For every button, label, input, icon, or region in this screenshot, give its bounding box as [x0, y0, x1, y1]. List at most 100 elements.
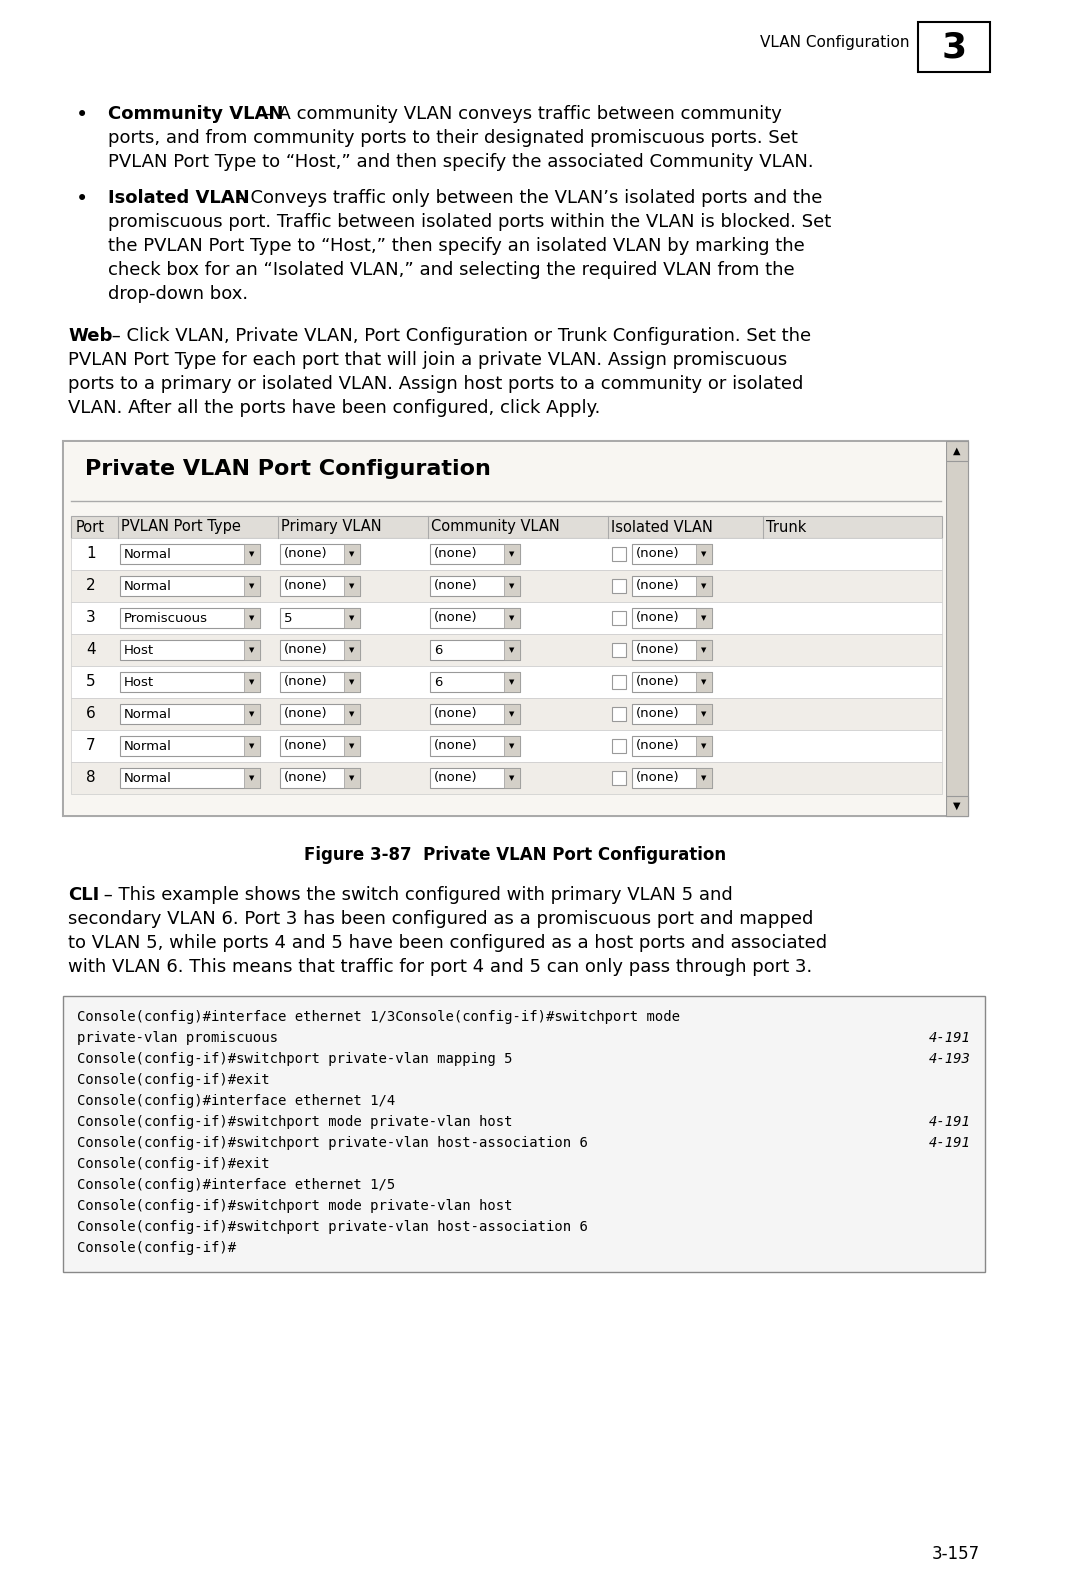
Text: ▼: ▼ [349, 551, 354, 557]
Text: ▼: ▼ [349, 582, 354, 589]
FancyBboxPatch shape [345, 672, 360, 692]
Text: Normal: Normal [124, 548, 172, 560]
FancyBboxPatch shape [696, 736, 712, 757]
FancyBboxPatch shape [280, 703, 360, 724]
Text: ports, and from community ports to their designated promiscuous ports. Set: ports, and from community ports to their… [108, 129, 798, 148]
Text: (none): (none) [284, 644, 327, 656]
Text: 5: 5 [86, 675, 96, 689]
FancyBboxPatch shape [430, 672, 519, 692]
FancyBboxPatch shape [612, 706, 626, 721]
FancyBboxPatch shape [430, 576, 519, 597]
Text: Primary VLAN: Primary VLAN [281, 520, 381, 534]
FancyBboxPatch shape [612, 675, 626, 689]
Text: ports to a primary or isolated VLAN. Assign host ports to a community or isolate: ports to a primary or isolated VLAN. Ass… [68, 375, 804, 392]
Text: (none): (none) [284, 708, 327, 721]
Text: ▼: ▼ [249, 776, 255, 780]
Text: Console(config)#interface ethernet 1/3Console(config-if)#switchport mode: Console(config)#interface ethernet 1/3Co… [77, 1010, 680, 1024]
FancyBboxPatch shape [280, 576, 360, 597]
Text: (none): (none) [434, 708, 477, 721]
Text: Isolated VLAN: Isolated VLAN [611, 520, 713, 534]
FancyBboxPatch shape [345, 768, 360, 788]
Text: Private VLAN Port Configuration: Private VLAN Port Configuration [85, 458, 491, 479]
Text: Host: Host [124, 644, 154, 656]
Text: Console(config-if)#exit: Console(config-if)#exit [77, 1157, 270, 1171]
Text: ▼: ▼ [510, 582, 515, 589]
Text: ▼: ▼ [701, 647, 706, 653]
Text: (none): (none) [636, 771, 679, 785]
FancyBboxPatch shape [504, 641, 519, 659]
FancyBboxPatch shape [632, 736, 712, 757]
Text: ▼: ▼ [349, 743, 354, 749]
Text: 3-157: 3-157 [932, 1545, 980, 1564]
Text: 4-191: 4-191 [929, 1137, 971, 1149]
FancyBboxPatch shape [280, 543, 360, 564]
Text: 4-193: 4-193 [929, 1052, 971, 1066]
FancyBboxPatch shape [430, 608, 519, 628]
FancyBboxPatch shape [918, 22, 990, 72]
Text: Port: Port [76, 520, 105, 534]
Text: Promiscuous: Promiscuous [124, 611, 208, 625]
FancyBboxPatch shape [345, 736, 360, 757]
Text: ▲: ▲ [954, 446, 961, 455]
FancyBboxPatch shape [71, 730, 942, 761]
FancyBboxPatch shape [120, 543, 260, 564]
Text: – A community VLAN conveys traffic between community: – A community VLAN conveys traffic betwe… [258, 105, 782, 122]
FancyBboxPatch shape [280, 641, 360, 659]
Text: ▼: ▼ [701, 615, 706, 622]
Text: ▼: ▼ [249, 743, 255, 749]
Text: with VLAN 6. This means that traffic for port 4 and 5 can only pass through port: with VLAN 6. This means that traffic for… [68, 958, 812, 977]
FancyBboxPatch shape [244, 672, 260, 692]
FancyBboxPatch shape [120, 576, 260, 597]
FancyBboxPatch shape [612, 771, 626, 785]
Text: (none): (none) [284, 739, 327, 752]
Text: ▼: ▼ [249, 678, 255, 685]
Text: 3: 3 [942, 30, 967, 64]
FancyBboxPatch shape [696, 543, 712, 564]
FancyBboxPatch shape [244, 608, 260, 628]
FancyBboxPatch shape [946, 441, 968, 816]
FancyBboxPatch shape [612, 579, 626, 593]
FancyBboxPatch shape [696, 768, 712, 788]
FancyBboxPatch shape [244, 576, 260, 597]
FancyBboxPatch shape [504, 672, 519, 692]
FancyBboxPatch shape [71, 601, 942, 634]
Text: Community VLAN: Community VLAN [108, 105, 283, 122]
Text: Normal: Normal [124, 708, 172, 721]
Text: ▼: ▼ [701, 551, 706, 557]
FancyBboxPatch shape [632, 641, 712, 659]
Text: Host: Host [124, 675, 154, 689]
Text: ▼: ▼ [349, 711, 354, 717]
FancyBboxPatch shape [430, 703, 519, 724]
FancyBboxPatch shape [280, 736, 360, 757]
Text: ▼: ▼ [249, 647, 255, 653]
FancyBboxPatch shape [696, 703, 712, 724]
Text: ▼: ▼ [701, 582, 706, 589]
Text: 7: 7 [86, 738, 96, 754]
FancyBboxPatch shape [244, 543, 260, 564]
Text: ▼: ▼ [701, 776, 706, 780]
Text: – Click VLAN, Private VLAN, Port Configuration or Trunk Configuration. Set the: – Click VLAN, Private VLAN, Port Configu… [106, 327, 811, 345]
Text: ▼: ▼ [249, 711, 255, 717]
Text: 6: 6 [434, 675, 443, 689]
Text: (none): (none) [434, 548, 477, 560]
Text: Normal: Normal [124, 771, 172, 785]
Text: the PVLAN Port Type to “Host,” then specify an isolated VLAN by marking the: the PVLAN Port Type to “Host,” then spec… [108, 237, 805, 254]
Text: ▼: ▼ [349, 678, 354, 685]
FancyBboxPatch shape [612, 644, 626, 656]
Text: Console(config-if)#switchport private-vlan mapping 5: Console(config-if)#switchport private-vl… [77, 1052, 513, 1066]
Text: Console(config)#interface ethernet 1/4: Console(config)#interface ethernet 1/4 [77, 1094, 395, 1108]
Text: (none): (none) [284, 675, 327, 689]
FancyBboxPatch shape [63, 441, 968, 816]
FancyBboxPatch shape [946, 441, 968, 462]
FancyBboxPatch shape [504, 543, 519, 564]
Text: (none): (none) [434, 611, 477, 625]
Text: 8: 8 [86, 771, 96, 785]
FancyBboxPatch shape [244, 736, 260, 757]
Text: Community VLAN: Community VLAN [431, 520, 559, 534]
Text: ▼: ▼ [954, 801, 961, 812]
Text: •: • [76, 105, 89, 126]
Text: promiscuous port. Traffic between isolated ports within the VLAN is blocked. Set: promiscuous port. Traffic between isolat… [108, 214, 832, 231]
Text: PVLAN Port Type to “Host,” and then specify the associated Community VLAN.: PVLAN Port Type to “Host,” and then spec… [108, 152, 813, 171]
Text: – Conveys traffic only between the VLAN’s isolated ports and the: – Conveys traffic only between the VLAN’… [230, 188, 822, 207]
FancyBboxPatch shape [632, 768, 712, 788]
